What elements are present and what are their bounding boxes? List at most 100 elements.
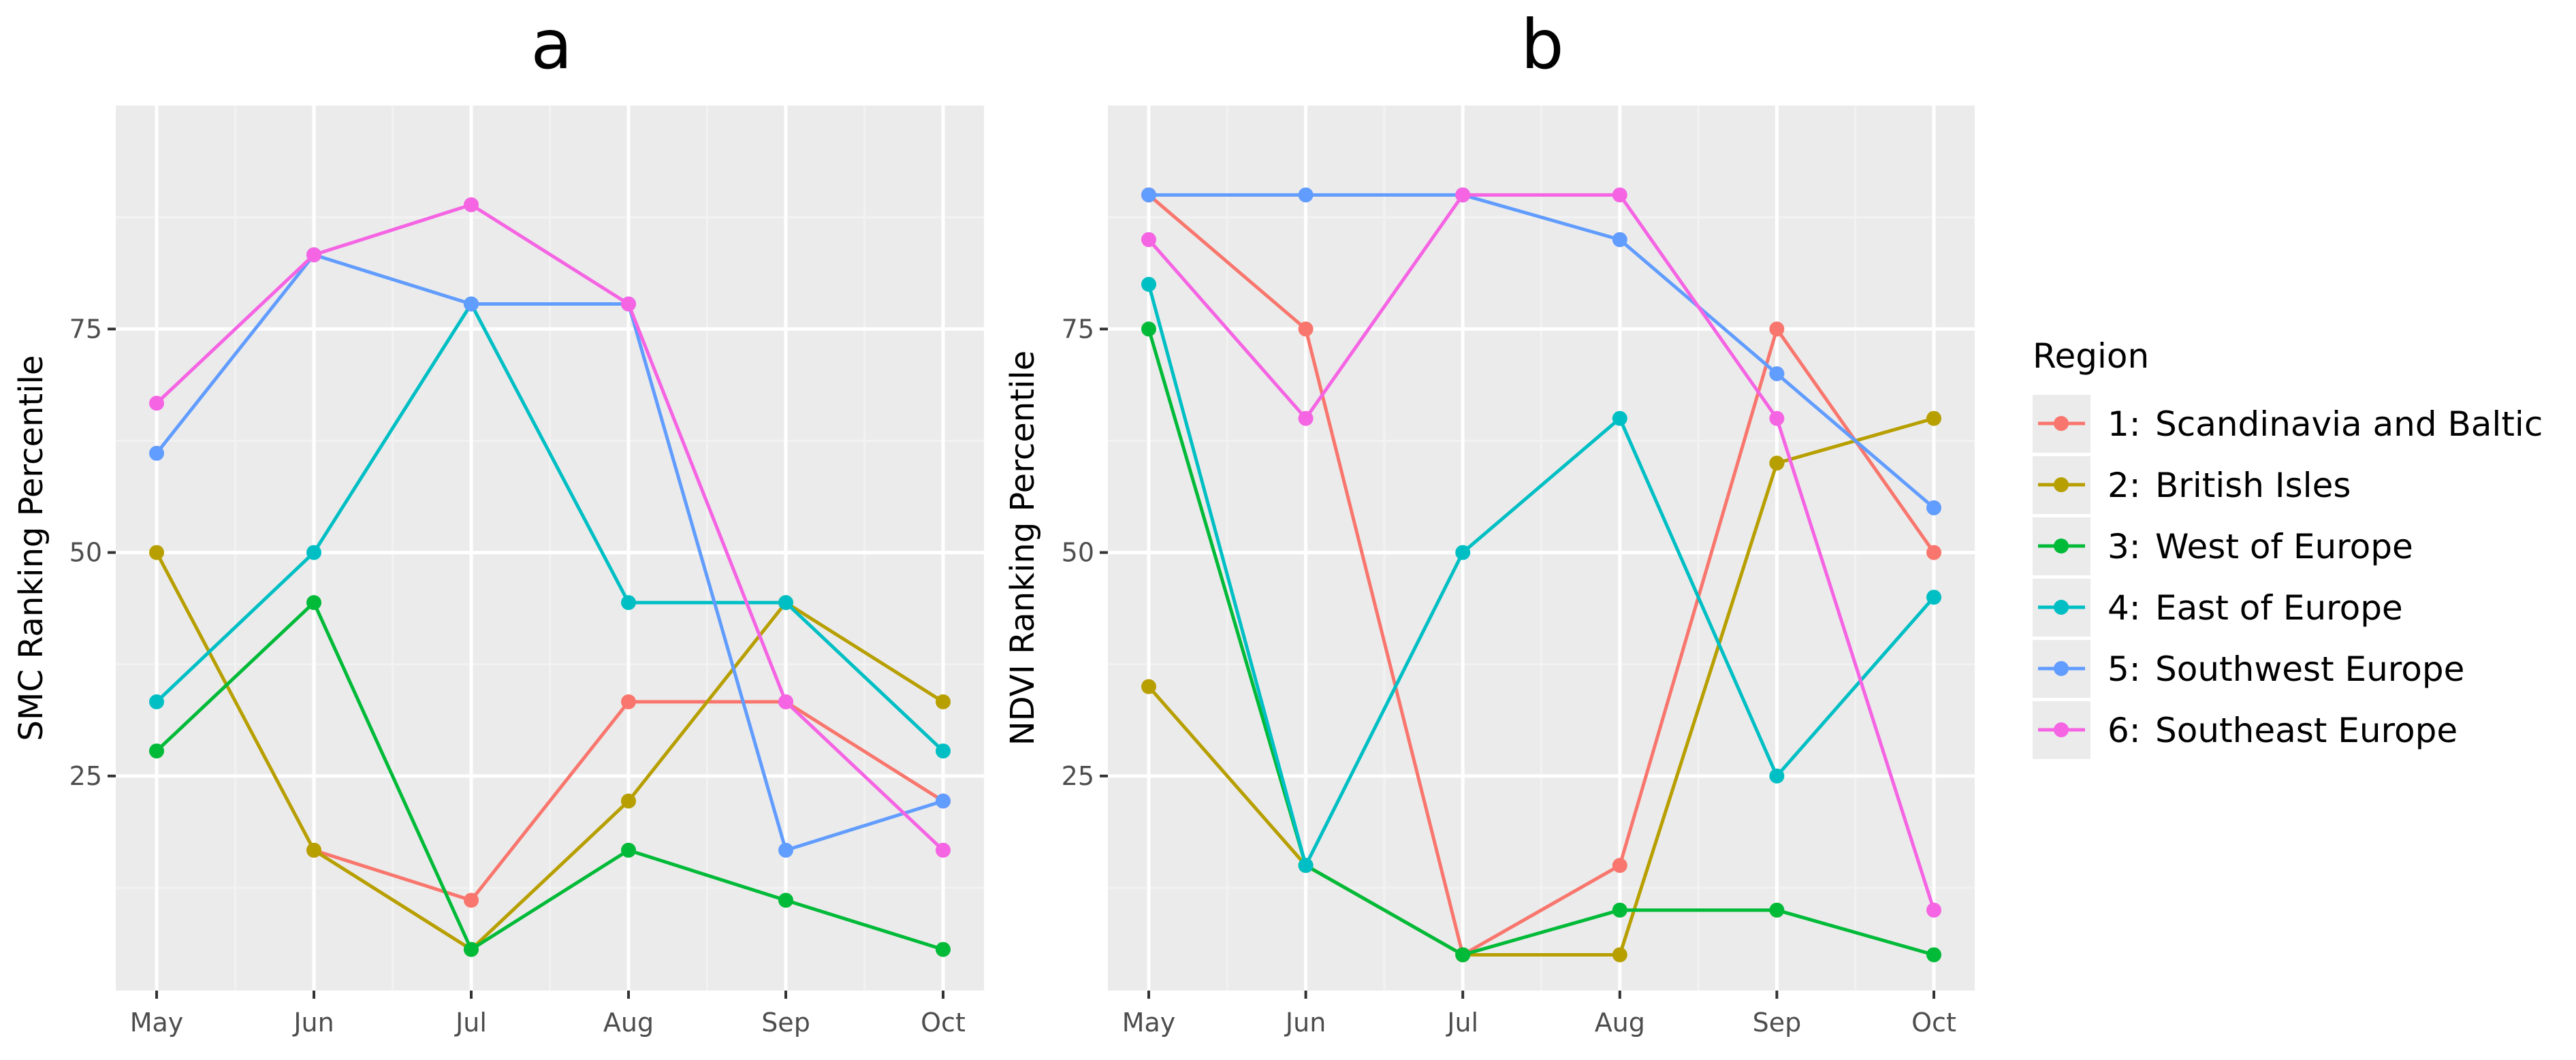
data-point [778,842,793,858]
x-tick-label: Jul [1446,1008,1478,1038]
series-line [155,600,944,952]
data-point [621,793,636,809]
data-point [1612,231,1627,247]
legend-item-label: West of Europe [2155,527,2413,566]
legend-key-point [2054,600,2069,615]
data-point [936,743,951,759]
data-point [1612,187,1627,203]
legend-item-region-2: 2: British Isles [2033,456,2351,514]
series-line [155,302,944,752]
x-tick-label: Aug [603,1008,654,1038]
x-tick-label: Oct [1911,1008,1956,1038]
data-point [1612,858,1627,873]
data-point [149,545,164,560]
data-point [149,445,164,461]
data-point [1298,321,1314,337]
data-point [936,842,951,858]
data-point [1769,411,1785,426]
data-point [778,694,793,709]
series-line [1147,193,1936,911]
data-point [621,296,636,312]
series-region-6 [1141,187,1941,918]
data-point [621,842,636,858]
legend-item-region-6: 6: Southeast Europe [2033,701,2458,759]
data-point [1926,590,1941,605]
legend-item-number: 5: [2108,649,2141,689]
data-point [1769,366,1785,381]
y-axis-title: SMC Ranking Percentile [12,355,50,741]
data-point [1926,411,1941,426]
legend-item-label: Southwest Europe [2155,649,2464,689]
x-tick-label: Sep [761,1008,810,1038]
legend-item-label: Southeast Europe [2155,711,2458,750]
y-tick-label: 50 [69,538,102,568]
data-point [149,743,164,759]
legend-key-point [2054,539,2069,553]
data-point [1769,455,1785,471]
series-line [1147,193,1936,957]
series-region-1 [1141,187,1941,963]
series-line [1149,193,1935,509]
series-region-3 [149,595,951,957]
y-tick-label: 50 [1062,538,1094,568]
data-point [621,694,636,709]
legend-item-region-3: 3: West of Europe [2033,517,2413,575]
data-point [464,296,479,312]
x-tick-label: May [1122,1008,1176,1038]
data-point [621,595,636,611]
x-tick-label: Jun [292,1008,334,1038]
legend-key-point [2054,477,2069,492]
legend-item-number: 4: [2108,588,2141,628]
legend-item-label: East of Europe [2155,588,2403,628]
y-tick-label: 75 [69,314,102,344]
data-point [1455,187,1471,203]
series-region-4 [149,296,951,759]
panel-b: 25 50 75 May Jun Jul Aug Sep Oct b NDVI Ranking Pe… [1004,5,1975,1038]
data-point [306,595,321,611]
legend-key-point [2054,722,2069,737]
data-point [1769,321,1785,337]
data-point [1926,902,1941,918]
data-point [1612,902,1627,918]
legend-key-point [2054,416,2069,431]
data-point [149,396,164,411]
data-point [464,942,479,957]
legend-item-number: 6: [2108,711,2141,750]
data-point [306,545,321,560]
data-point [1141,187,1156,203]
legend-item-number: 2: [2108,466,2141,505]
series-line [1147,328,1935,957]
data-point [1141,231,1156,247]
y-tick-label: 25 [69,761,102,791]
legend-item-label: Scandinavia and Baltic [2155,404,2543,444]
data-point [464,197,479,212]
data-point [1926,500,1941,515]
series-line [155,203,944,852]
panel-a: 25 50 75 May Jun Jul Aug Sep Oct a SMC Ranking Per… [12,5,984,1038]
series-line [155,551,944,952]
data-point [306,842,321,858]
data-point [1455,545,1471,560]
series-line [1147,283,1935,867]
legend: Region 1: Scandinavia and Baltic 2: British … [2033,336,2543,759]
data-point [1769,768,1785,784]
data-point [149,694,164,709]
data-point [1612,947,1627,963]
data-point [1769,902,1785,918]
legend-item-number: 3: [2108,527,2141,566]
legend-item-region-5: 5: Southwest Europe [2033,640,2464,698]
x-tick-label: May [130,1008,184,1038]
data-point [306,247,321,263]
legend-key-point [2054,661,2069,676]
data-point [936,694,951,709]
data-point [1141,679,1156,694]
panel-title: a [530,5,572,84]
x-tick-label: Oct [921,1008,966,1038]
x-tick-label: Aug [1595,1008,1645,1038]
panel-title: b [1521,5,1563,84]
y-tick-label: 75 [1062,314,1094,344]
x-tick-label: Jul [454,1008,487,1038]
x-tick-label: Jun [1284,1008,1326,1038]
series-line [1147,417,1935,957]
